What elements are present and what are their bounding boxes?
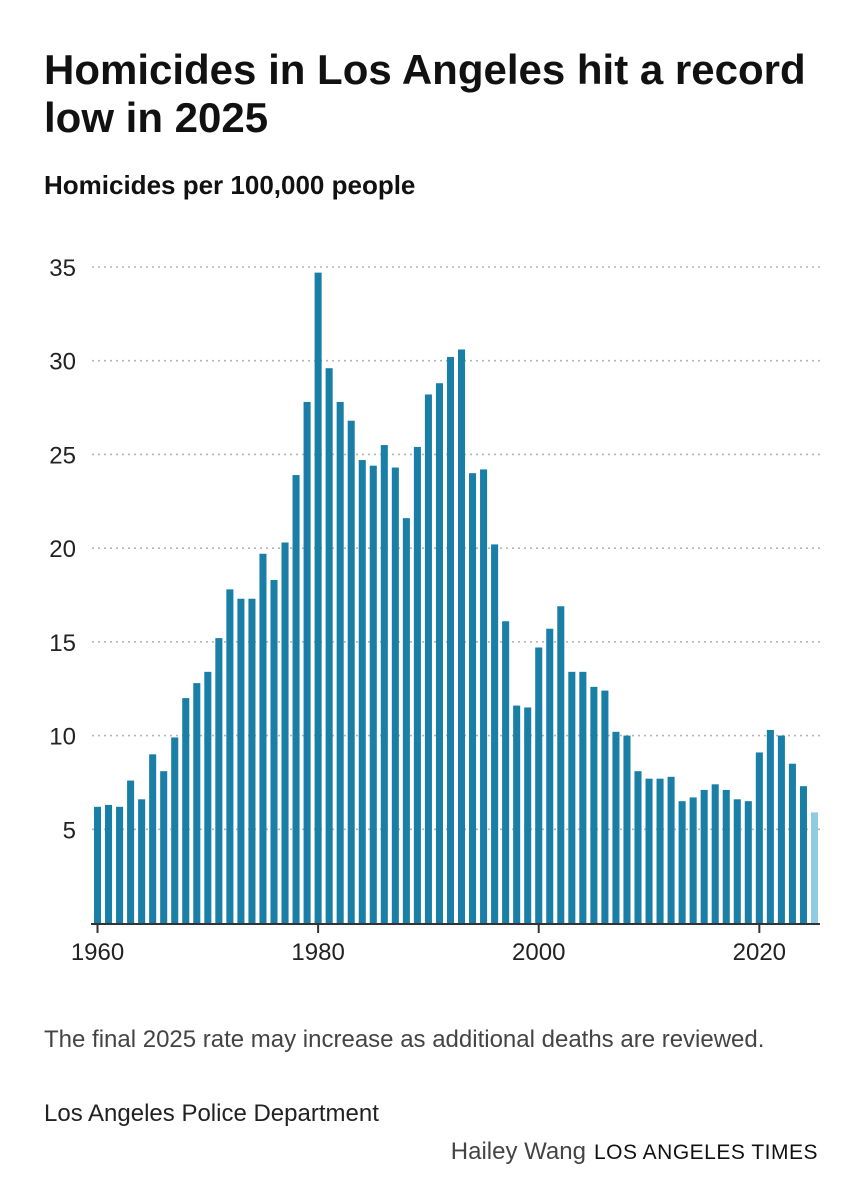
bar-2005 (590, 686, 598, 923)
bar-2006 (601, 690, 609, 923)
bar-1976 (270, 580, 278, 923)
bar-2013 (678, 801, 686, 923)
bar-1979 (303, 401, 311, 923)
byline: Hailey Wang LOS ANGELES TIMES (451, 1136, 818, 1169)
x-tick-label-2000: 2000 (512, 939, 565, 966)
bar-1972 (226, 589, 234, 923)
bar-1999 (524, 707, 532, 923)
bar-2009 (634, 771, 642, 923)
bar-2003 (568, 671, 576, 923)
bar-1995 (480, 469, 488, 923)
bar-2002 (557, 606, 565, 923)
y-tick-label-15: 15 (49, 630, 76, 657)
bar-1978 (292, 475, 300, 923)
chart-title: Homicides in Los Angeles hit a record lo… (44, 46, 806, 141)
bar-2000 (535, 647, 543, 923)
bar-2008 (623, 735, 631, 923)
y-tick-label-35: 35 (49, 255, 76, 282)
bar-1997 (502, 621, 510, 923)
bar-1966 (160, 771, 168, 923)
x-tick-label-2020: 2020 (733, 939, 786, 966)
bar-chart: 5 10 15 20 25 30 35 1960 1980 2000 2020 (49, 255, 820, 966)
x-tick-label-1960: 1960 (71, 939, 124, 966)
bar-1992 (446, 356, 455, 923)
bar-1987 (391, 467, 399, 923)
bar-1989 (413, 446, 421, 923)
x-tick-label-1980: 1980 (291, 939, 344, 966)
bar-1965 (149, 754, 157, 923)
bar-1980 (314, 272, 322, 923)
bar-2001 (546, 628, 554, 923)
bar-2012 (667, 776, 675, 923)
bar-1973 (237, 598, 245, 923)
bar-2014 (689, 797, 697, 923)
bar-1968 (182, 698, 190, 923)
bar-1969 (193, 683, 201, 923)
bar-1993 (457, 349, 466, 923)
bar-2016 (711, 784, 719, 923)
y-axis-tick-labels: 5 10 15 20 25 30 35 (49, 255, 76, 844)
y-tick-label-30: 30 (49, 349, 76, 376)
bar-2024 (799, 786, 807, 923)
bar-1996 (491, 544, 499, 923)
bar-1967 (171, 737, 179, 923)
bar-1971 (215, 638, 223, 923)
bar-1964 (138, 799, 146, 923)
bar-1983 (347, 420, 355, 923)
bar-1974 (248, 598, 256, 923)
bar-1988 (402, 518, 410, 923)
bar-2021 (766, 729, 774, 923)
y-tick-label-10: 10 (49, 724, 76, 751)
bar-1991 (435, 383, 443, 924)
bar-1981 (325, 368, 333, 923)
bar-1998 (513, 705, 521, 923)
bar-2011 (656, 778, 664, 923)
bar-2018 (733, 799, 741, 923)
bar-1986 (380, 445, 388, 923)
bar-1984 (358, 460, 366, 923)
bar-2022 (777, 735, 785, 923)
bar-2019 (744, 801, 752, 923)
bar-2017 (722, 789, 730, 923)
bar-1961 (105, 804, 113, 923)
y-tick-label-20: 20 (49, 536, 76, 563)
publication-name: LOS ANGELES TIMES (593, 1141, 818, 1164)
bar-2010 (645, 778, 653, 923)
bar-1975 (259, 553, 267, 923)
author-name: Hailey Wang (450, 1138, 586, 1165)
source-credit: Los Angeles Police Department (44, 1100, 379, 1127)
bar-1977 (281, 542, 289, 923)
bar-2020 (755, 752, 763, 923)
bar-2023 (788, 763, 796, 923)
bar-1982 (336, 401, 344, 923)
bar-1970 (204, 671, 212, 923)
bar-1963 (127, 780, 135, 923)
chart-subtitle: Homicides per 100,000 people (44, 170, 416, 200)
gridlines (92, 266, 820, 831)
bar-2015 (700, 789, 708, 923)
y-tick-label-5: 5 (63, 817, 76, 844)
y-tick-label-25: 25 (49, 442, 76, 469)
bar-2025 (810, 812, 819, 923)
bar-1962 (116, 806, 124, 923)
x-axis-tick-labels: 1960 1980 2000 2020 (71, 924, 786, 966)
footnote: The final 2025 rate may increase as addi… (44, 1026, 765, 1053)
bar-1994 (469, 473, 477, 923)
bar-1960 (93, 806, 102, 923)
bar-1985 (369, 465, 377, 923)
bar-2004 (579, 671, 587, 923)
bar-2007 (612, 731, 620, 923)
bar-1990 (424, 394, 432, 923)
bars (93, 272, 819, 924)
